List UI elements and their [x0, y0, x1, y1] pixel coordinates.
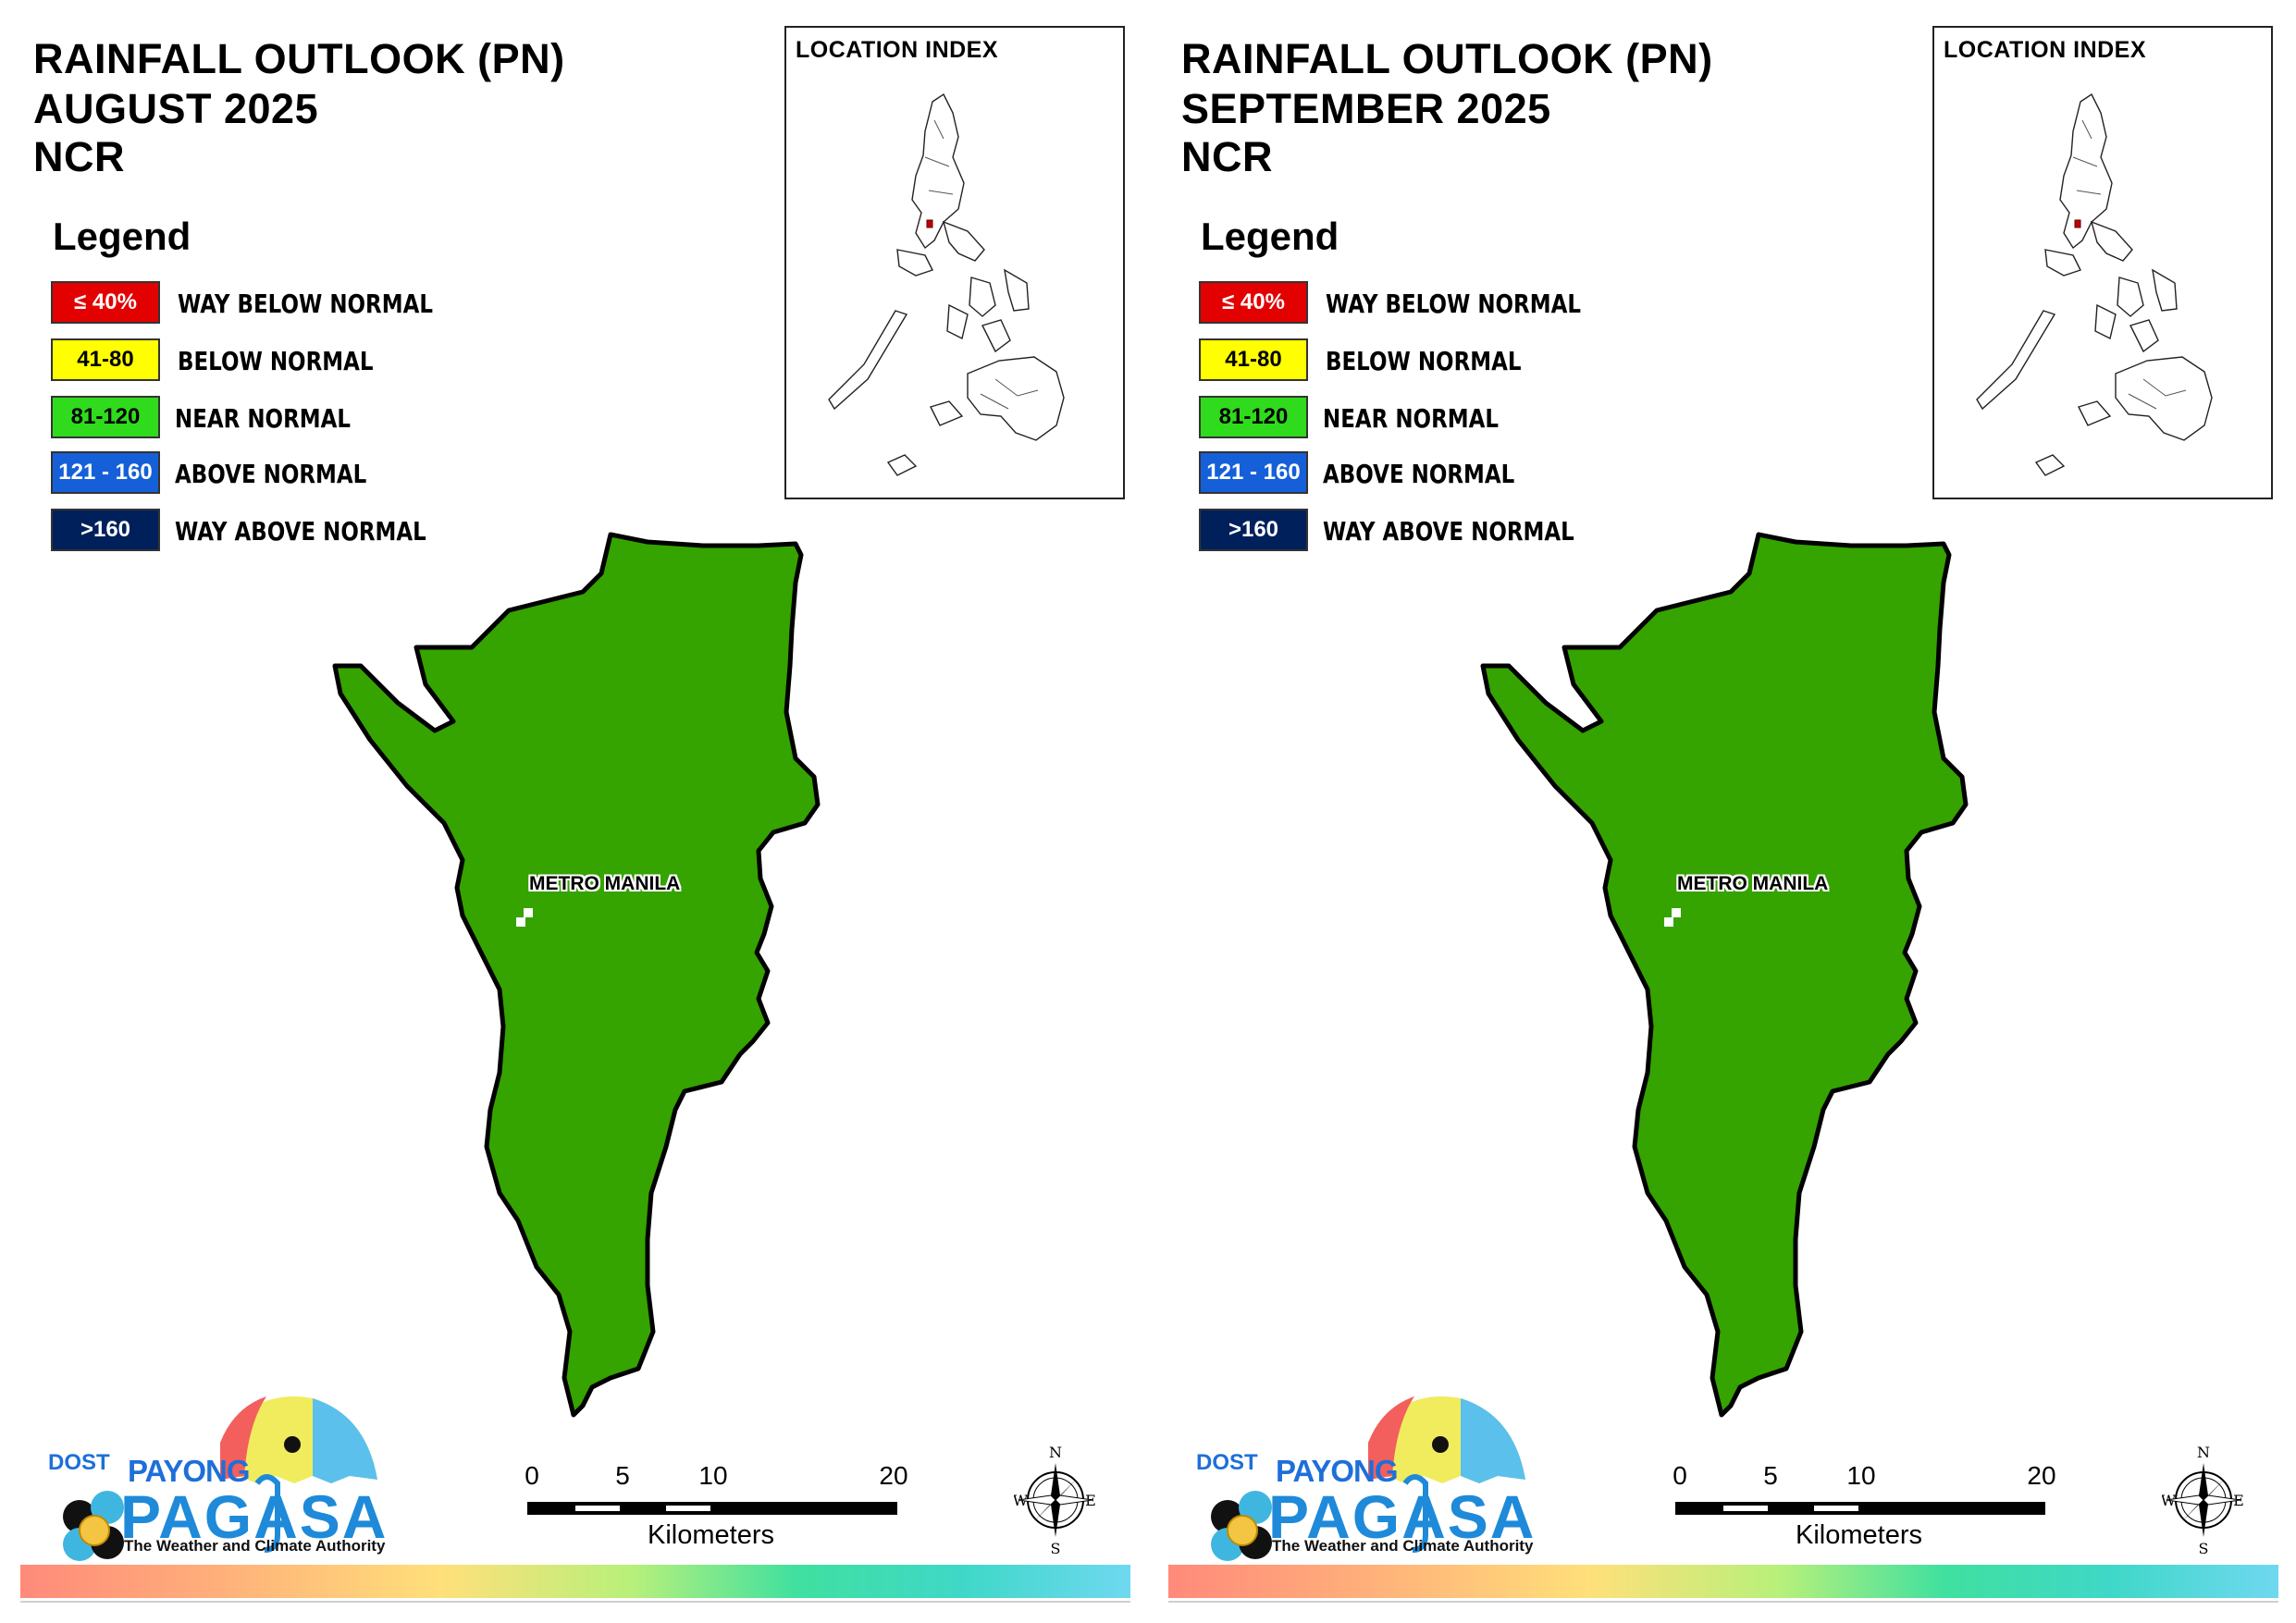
- map-title-region: NCR: [1181, 133, 1273, 180]
- dost-text: DOST: [1196, 1450, 1258, 1475]
- logo-tagline: The Weather and Climate Authority: [124, 1537, 386, 1555]
- location-index-title: LOCATION INDEX: [1944, 37, 2147, 63]
- north-arrow-compass-icon: N S E W: [2161, 1441, 2245, 1557]
- legend-swatch-red: ≤ 40%: [51, 281, 160, 324]
- payong-pagasa-logo: DOST PAYONG PAGASA The Weather and Clima…: [35, 1387, 396, 1568]
- compass-s: S: [1051, 1540, 1061, 1555]
- legend-label: ABOVE NORMAL: [175, 459, 367, 489]
- scale-tick-10: 10: [698, 1461, 728, 1490]
- location-index-inset: LOCATION INDEX: [1932, 26, 2273, 499]
- scale-tick-5: 5: [1763, 1461, 1778, 1490]
- region-label-metro-manila: METRO MANILA: [529, 873, 681, 894]
- legend-swatch-green: 81-120: [1199, 396, 1308, 438]
- ncr-region-shape: [1480, 532, 1969, 1418]
- scale-tick-5: 5: [615, 1461, 630, 1490]
- footer-divider: [1168, 1601, 2278, 1603]
- legend-label: BELOW NORMAL: [1326, 346, 1522, 376]
- location-index-title: LOCATION INDEX: [796, 37, 999, 63]
- footer-gradient-bar: [1168, 1565, 2278, 1598]
- scale-bar: 0 5 10 20 Kilometers: [1673, 1461, 2055, 1554]
- legend-swatch-yellow: 41-80: [1199, 338, 1308, 381]
- legend-swatch-red: ≤ 40%: [1199, 281, 1308, 324]
- scale-bar-graphic: [1675, 1502, 2045, 1515]
- legend-swatch-yellow: 41-80: [51, 338, 160, 381]
- map-title-line-1: RAINFALL OUTLOOK (PN): [33, 35, 565, 82]
- map-title-month: AUGUST 2025: [33, 85, 319, 132]
- scale-bar-graphic: [527, 1502, 897, 1515]
- logo-tagline: The Weather and Climate Authority: [1272, 1537, 1534, 1555]
- legend-swatch-blue: 121 - 160: [1199, 451, 1308, 494]
- dost-text: DOST: [48, 1450, 110, 1475]
- map-title-region: NCR: [33, 133, 125, 180]
- legend-label: ABOVE NORMAL: [1323, 459, 1515, 489]
- ncr-region-shape: [332, 532, 821, 1418]
- legend-label: WAY ABOVE NORMAL: [1323, 516, 1574, 547]
- scale-tick-10: 10: [1846, 1461, 1876, 1490]
- scale-tick-0: 0: [1673, 1461, 1687, 1490]
- legend-swatch-blue: 121 - 160: [51, 451, 160, 494]
- pagasa-text: PAGASA: [1268, 1482, 1537, 1551]
- legend-title: Legend: [53, 215, 191, 258]
- payong-text: PAYONG: [128, 1454, 251, 1488]
- footer-divider: [20, 1601, 1130, 1603]
- legend-label: WAY ABOVE NORMAL: [175, 516, 426, 547]
- payong-text: PAYONG: [1276, 1454, 1399, 1488]
- scale-tick-0: 0: [525, 1461, 539, 1490]
- scale-unit: Kilometers: [1796, 1520, 1922, 1550]
- legend-label: BELOW NORMAL: [178, 346, 374, 376]
- pagasa-text: PAGASA: [120, 1482, 389, 1551]
- philippines-inset-map: [828, 92, 1065, 476]
- legend-swatch-green: 81-120: [51, 396, 160, 438]
- compass-n: N: [1049, 1444, 1062, 1461]
- outlook-panel-september: RAINFALL OUTLOOK (PN) SEPTEMBER 2025 NCR…: [1148, 0, 2296, 1623]
- location-index-inset: LOCATION INDEX: [784, 26, 1125, 499]
- compass-s: S: [2199, 1540, 2209, 1555]
- ncr-outlook-map: [332, 532, 821, 1418]
- ncr-outlook-map: [1480, 532, 1969, 1418]
- map-title-month: SEPTEMBER 2025: [1181, 85, 1551, 132]
- outlook-panel-august: RAINFALL OUTLOOK (PN) AUGUST 2025 NCR Le…: [20, 26, 1130, 1603]
- region-label-metro-manila: METRO MANILA: [1677, 873, 1829, 894]
- philippines-inset-map: [1976, 92, 2213, 476]
- umbrella-icon: [63, 1396, 377, 1561]
- legend-swatch-navy: >160: [51, 509, 160, 551]
- legend-label: NEAR NORMAL: [1323, 403, 1500, 434]
- legend-label: NEAR NORMAL: [175, 403, 352, 434]
- map-title-line-1: RAINFALL OUTLOOK (PN): [1181, 35, 1713, 82]
- scale-tick-20: 20: [2027, 1461, 2056, 1490]
- legend-title: Legend: [1201, 215, 1339, 258]
- payong-pagasa-logo: DOST PAYONG PAGASA The Weather and Clima…: [1183, 1387, 1544, 1568]
- north-arrow-compass-icon: N S E W: [1013, 1441, 1097, 1557]
- umbrella-icon: [1211, 1396, 1525, 1561]
- scale-tick-20: 20: [879, 1461, 908, 1490]
- scale-unit: Kilometers: [648, 1520, 774, 1550]
- scale-bar: 0 5 10 20 Kilometers: [525, 1461, 907, 1554]
- legend-label: WAY BELOW NORMAL: [178, 289, 433, 319]
- footer-gradient-bar: [20, 1565, 1130, 1598]
- compass-n: N: [2197, 1444, 2210, 1461]
- legend-swatch-navy: >160: [1199, 509, 1308, 551]
- legend-label: WAY BELOW NORMAL: [1326, 289, 1581, 319]
